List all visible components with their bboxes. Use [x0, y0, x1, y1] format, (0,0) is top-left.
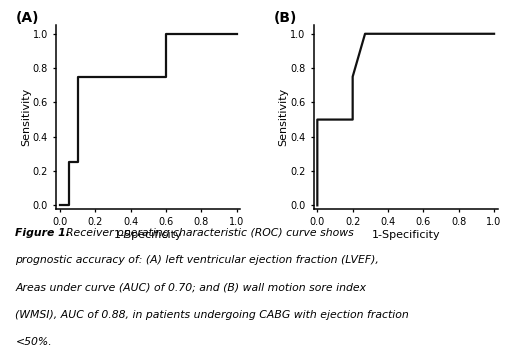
Text: <50%.: <50%. — [15, 337, 52, 347]
Y-axis label: Sensitivity: Sensitivity — [279, 88, 289, 146]
Text: prognostic accuracy of: (A) left ventricular ejection fraction (LVEF),: prognostic accuracy of: (A) left ventric… — [15, 255, 379, 265]
Text: (WMSI), AUC of 0.88, in patients undergoing CABG with ejection fraction: (WMSI), AUC of 0.88, in patients undergo… — [15, 310, 409, 320]
Text: Receiver operating characteristic (ROC) curve shows: Receiver operating characteristic (ROC) … — [59, 228, 354, 238]
Text: Areas under curve (AUC) of 0.70; and (B) wall motion sore index: Areas under curve (AUC) of 0.70; and (B)… — [15, 282, 366, 292]
Text: Figure 1.: Figure 1. — [15, 228, 70, 238]
Text: (B): (B) — [273, 10, 297, 24]
Text: (A): (A) — [16, 10, 40, 24]
X-axis label: 1-Specificity: 1-Specificity — [371, 230, 440, 240]
X-axis label: 1-Specificity: 1-Specificity — [114, 230, 183, 240]
Y-axis label: Sensitivity: Sensitivity — [22, 88, 31, 146]
